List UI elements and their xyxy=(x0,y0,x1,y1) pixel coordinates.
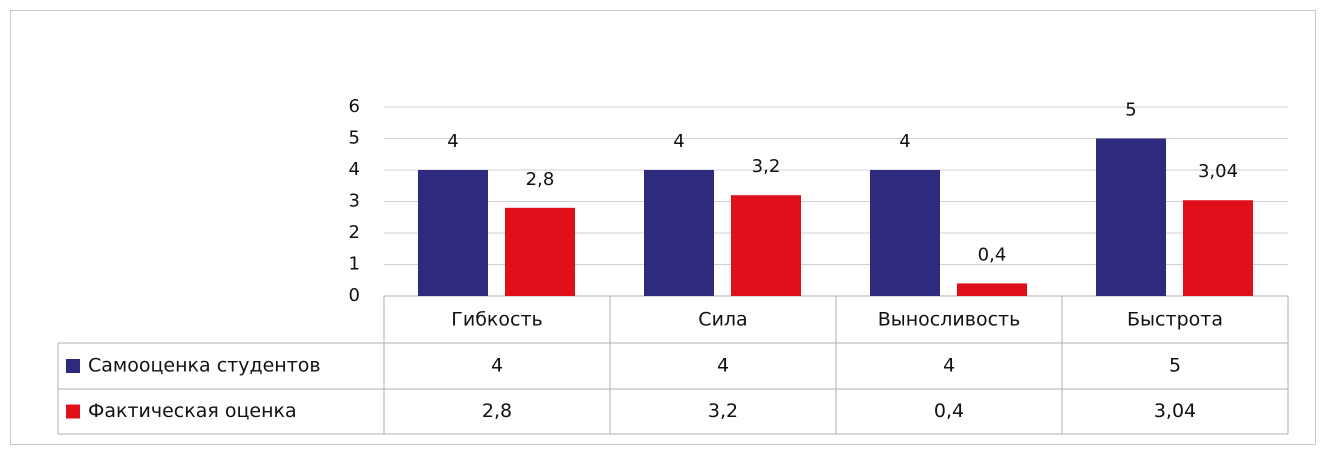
data-label: 4 xyxy=(447,131,458,152)
bar xyxy=(1096,138,1166,296)
table-cell: 4 xyxy=(491,355,503,377)
y-tick-label: 4 xyxy=(349,159,360,180)
y-tick-label: 0 xyxy=(349,285,360,306)
table-cell: 3,04 xyxy=(1154,400,1196,422)
table-cell: 5 xyxy=(1169,355,1181,377)
x-tick-label: Сила xyxy=(698,309,747,331)
y-tick-label: 3 xyxy=(349,191,360,212)
y-tick-label: 2 xyxy=(349,222,360,243)
table-cell: 4 xyxy=(717,355,729,377)
data-label: 3,04 xyxy=(1198,161,1238,182)
data-label: 3,2 xyxy=(752,156,781,177)
bar xyxy=(957,283,1027,296)
bar xyxy=(505,207,575,296)
legend-label: Самооценка студентов xyxy=(88,355,321,377)
bar xyxy=(1183,200,1253,296)
legend-label: Фактическая оценка xyxy=(88,400,297,422)
x-tick-label: Выносливость xyxy=(878,309,1021,331)
x-tick-label: Быстрота xyxy=(1127,309,1223,331)
table-cell: 0,4 xyxy=(934,400,964,422)
data-label: 0,4 xyxy=(978,244,1007,265)
y-tick-label: 6 xyxy=(349,96,360,117)
legend-swatch xyxy=(66,359,80,373)
legend-swatch xyxy=(66,404,80,419)
x-tick-label: Гибкость xyxy=(451,309,542,331)
bar xyxy=(418,170,488,296)
bar xyxy=(870,170,940,296)
table-cell: 2,8 xyxy=(482,400,512,422)
y-tick-label: 1 xyxy=(349,254,360,275)
data-label: 2,8 xyxy=(526,169,555,190)
bar xyxy=(731,195,801,296)
data-label: 4 xyxy=(673,131,684,152)
table-cell: 3,2 xyxy=(708,400,738,422)
y-tick-label: 5 xyxy=(349,128,360,149)
bar xyxy=(644,170,714,296)
data-label: 4 xyxy=(899,131,910,152)
table-cell: 4 xyxy=(943,355,955,377)
data-label: 5 xyxy=(1125,100,1136,121)
